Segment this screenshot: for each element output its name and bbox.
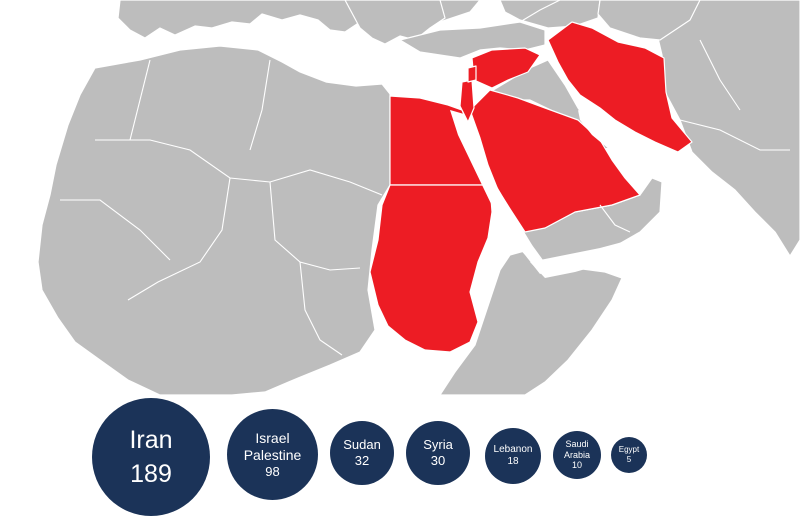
red-sea [450, 110, 552, 274]
bubble-arabia-name: Arabia [563, 449, 590, 460]
bubble-egypt: Egypt 5 [611, 437, 647, 473]
iran-region [547, 21, 693, 153]
bubble-saudi-arabia-value: 10 [571, 460, 582, 471]
bubble-lebanon: Lebanon 18 [485, 428, 541, 484]
east-africa-land [439, 249, 623, 395]
bubble-egypt-value: 5 [626, 455, 632, 464]
north-africa-land [37, 45, 391, 395]
map [37, 0, 800, 395]
asia-borders [519, 0, 790, 233]
bubble-iran-name: Iran [129, 426, 173, 454]
syria-region [471, 47, 541, 89]
central-asia-land [597, 0, 701, 41]
bubble-saudi-name: Saudi [565, 438, 589, 449]
bubble-sudan-name: Sudan [343, 437, 381, 453]
bubble-syria-name: Syria [423, 437, 453, 453]
bubble-israel-palestine: Israel Palestine 98 [227, 409, 318, 500]
africa-borders [60, 59, 383, 356]
persian-gulf [578, 110, 650, 168]
lebanon-region [467, 65, 477, 83]
bubble-syria-value: 30 [430, 453, 446, 468]
bubble-sudan-value: 32 [354, 453, 370, 468]
bubble-saudi-arabia: Saudi Arabia 10 [553, 431, 601, 479]
bubble-lebanon-value: 18 [507, 456, 519, 467]
bubble-israel-name: Israel [255, 429, 290, 446]
bubble-sudan: Sudan 32 [330, 421, 394, 485]
bubble-palestine-name: Palestine [243, 446, 302, 463]
bubble-egypt-name: Egypt [618, 445, 640, 455]
bubble-syria: Syria 30 [406, 421, 470, 485]
bubble-lebanon-name: Lebanon [493, 444, 533, 455]
bubble-iran-value: 189 [130, 460, 172, 488]
bubble-iran: Iran 189 [92, 398, 210, 516]
sudan-region [369, 184, 493, 353]
gulf-of-aden [530, 240, 640, 278]
bubble-israel-palestine-value: 98 [265, 463, 280, 479]
